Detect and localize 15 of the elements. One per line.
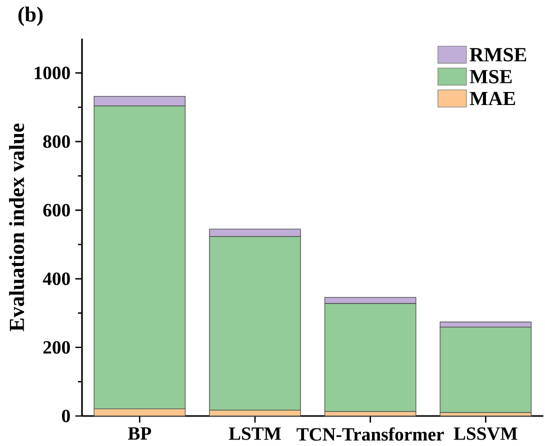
legend-label: RMSE [470, 48, 526, 62]
x-tick-label: TCN-Transformer [296, 427, 444, 441]
y-tick-label: 0 [62, 410, 70, 422]
y-tick-label: 600 [43, 204, 70, 216]
x-tick-label: LSTM [228, 427, 281, 440]
y-axis-title: Evaluation index value [9, 124, 24, 332]
x-tick-label: BP [128, 427, 152, 440]
y-tick-label: 1000 [34, 66, 70, 80]
y-tick-label: 800 [43, 135, 70, 148]
legend-label: MSE [470, 70, 512, 84]
y-tick-label: 200 [43, 341, 70, 354]
legend-label: MAE [470, 92, 516, 106]
y-tick-label: 400 [42, 272, 70, 286]
x-tick-label: LSSVM [454, 427, 518, 440]
chart-title: (b) [18, 6, 43, 26]
